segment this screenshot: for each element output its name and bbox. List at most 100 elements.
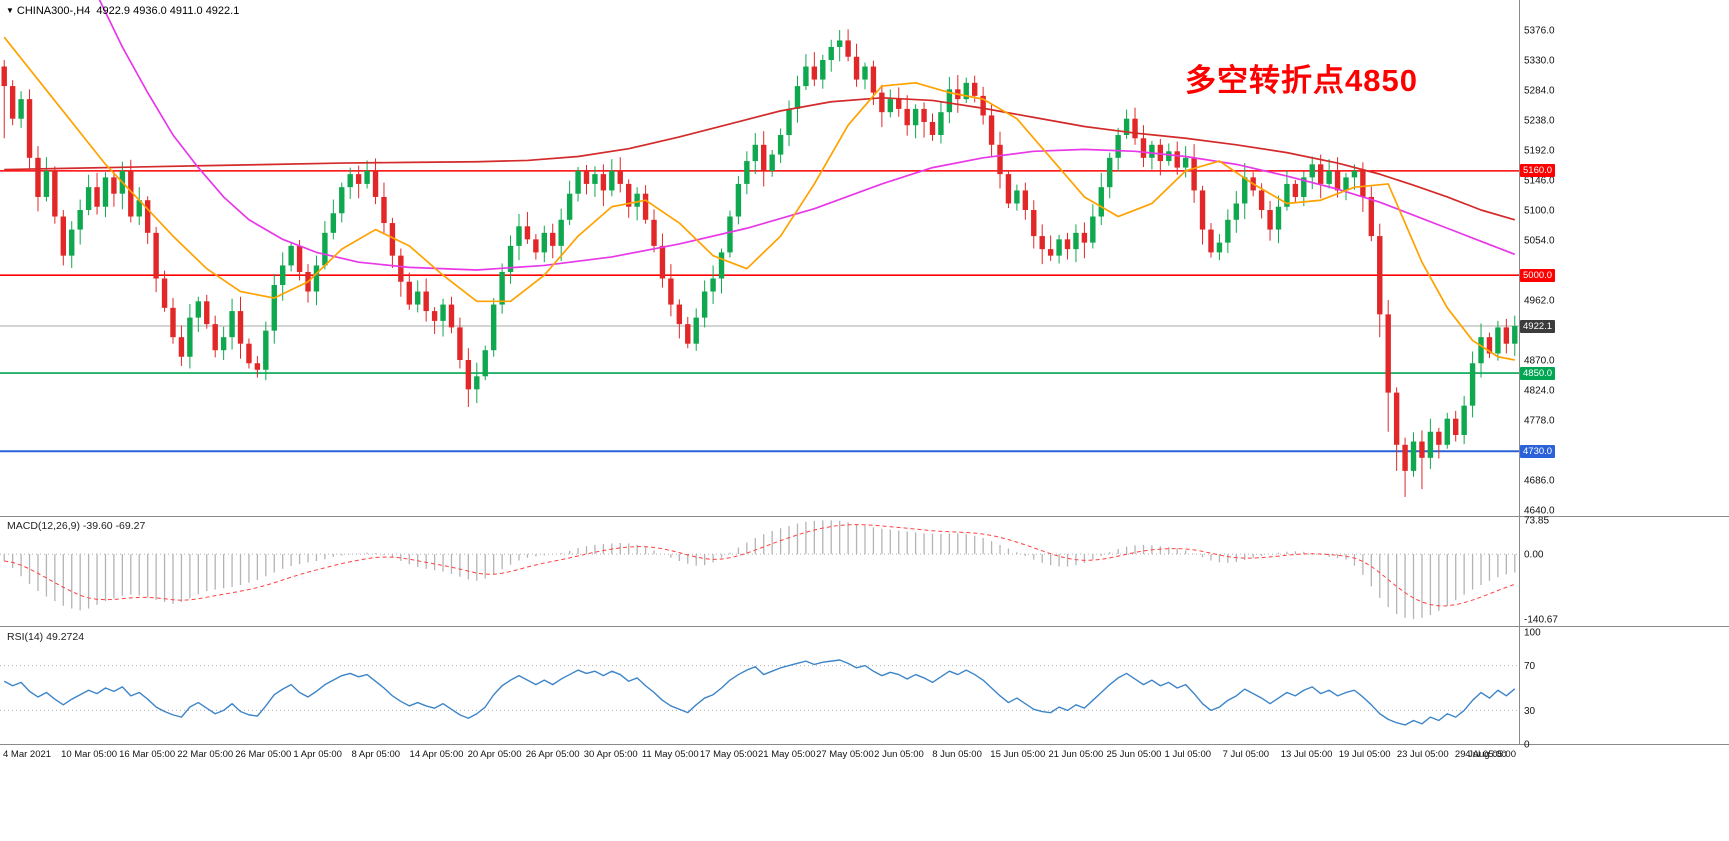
time-label: 1 Jul 05:00	[1165, 749, 1211, 760]
candle-body	[204, 301, 210, 325]
rsi-line	[3, 659, 1516, 726]
candle-body	[1267, 210, 1273, 230]
price-tick-label: 4778.0	[1524, 416, 1555, 427]
candle-body	[693, 317, 699, 344]
candle-body	[946, 89, 953, 113]
time-label: 20 Apr 05:00	[468, 749, 522, 760]
candle-body	[541, 232, 548, 253]
candle-body	[1157, 144, 1164, 162]
candle-body	[161, 278, 168, 308]
symbol-name: CHINA300-,H4	[16, 5, 91, 17]
candle-body	[43, 170, 50, 197]
candle-body	[1208, 229, 1214, 253]
candle-body	[1107, 157, 1113, 188]
candle-body	[26, 99, 33, 158]
candle-body	[381, 196, 387, 224]
macd-title: MACD(12,26,9)	[7, 520, 80, 532]
candle-body	[1242, 177, 1248, 204]
price-badge: 4922.1	[1520, 319, 1556, 333]
symbol-dropdown-icon: ▼	[6, 6, 14, 15]
candle-body	[718, 252, 725, 279]
candle-body	[625, 183, 632, 207]
candle-body	[1317, 164, 1324, 184]
time-label: 22 Mar 05:00	[177, 749, 233, 760]
candle-body	[980, 95, 986, 116]
candle-body	[136, 200, 142, 217]
candle-body	[1427, 431, 1434, 458]
candle-body	[271, 285, 277, 331]
price-tick-label: 5238.0	[1524, 116, 1555, 127]
candle-body	[195, 301, 202, 318]
candle-body	[896, 99, 902, 109]
macd-scale-label: 0.00	[1524, 550, 1544, 561]
candle-body	[879, 92, 885, 113]
candle-body	[1402, 444, 1408, 471]
symbol-info: ▼ CHINA300-,H4 4922.9 4936.0 4911.0 4922.…	[6, 5, 239, 17]
candle-body	[845, 40, 851, 57]
candle-body	[1301, 177, 1307, 197]
price-badge: 5160.0	[1520, 164, 1556, 178]
candle-body	[1512, 326, 1518, 344]
candle-body	[457, 327, 463, 360]
candle-body	[862, 66, 868, 80]
candle-body	[1225, 219, 1231, 243]
candle-body	[1005, 174, 1012, 204]
candle-body	[583, 170, 590, 184]
time-label: 7 Jul 05:00	[1223, 749, 1269, 760]
candle-body	[237, 311, 244, 344]
candle-body	[524, 226, 531, 240]
candle-body	[246, 343, 252, 364]
candle-body	[280, 265, 286, 285]
candle-body	[1419, 441, 1425, 458]
time-label: 1 Apr 05:00	[293, 749, 342, 760]
candle-body	[516, 226, 522, 246]
candle-body	[144, 200, 151, 233]
candle-body	[1064, 239, 1071, 250]
candle-body	[102, 177, 109, 207]
candle-body	[550, 232, 556, 246]
price-tick-label: 4870.0	[1524, 356, 1555, 367]
candle-body	[904, 108, 910, 126]
candle-body	[820, 60, 826, 80]
candle-body	[600, 174, 607, 191]
candle-body	[1453, 418, 1459, 435]
candle-body	[322, 232, 328, 266]
candle-body	[533, 239, 539, 253]
rsi-scale-label: 100	[1524, 628, 1541, 639]
candle-body	[431, 311, 438, 321]
candle-body	[786, 108, 792, 135]
candle-body	[52, 170, 58, 217]
price-tick-label: 4962.0	[1524, 296, 1555, 307]
candle-body	[1461, 405, 1467, 435]
time-label: 8 Jun 05:00	[932, 749, 982, 760]
candle-body	[668, 278, 674, 305]
candle-body	[828, 46, 834, 60]
candle-body	[1047, 249, 1054, 256]
candle-body	[1368, 196, 1375, 237]
candle-body	[1090, 216, 1096, 243]
candle-body	[187, 317, 193, 357]
time-label: 30 Apr 05:00	[584, 749, 638, 760]
time-axis[interactable]	[0, 745, 1519, 763]
candle-body	[1258, 190, 1265, 210]
time-label: 21 Jun 05:00	[1048, 749, 1103, 760]
candle-body	[735, 183, 742, 217]
time-label: 25 Jun 05:00	[1106, 749, 1161, 760]
time-label: 23 Jul 05:00	[1397, 749, 1449, 760]
rsi-value: 49.2724	[46, 631, 85, 643]
candle-body	[1385, 314, 1391, 393]
candle-body	[938, 112, 944, 135]
candle-body	[263, 330, 269, 370]
candle-body	[229, 311, 235, 338]
time-label: 11 May 05:00	[642, 749, 699, 760]
candle-body	[1132, 118, 1138, 139]
candle-body	[609, 170, 615, 191]
time-label: 17 May 05:00	[700, 749, 758, 760]
candle-body	[988, 115, 995, 145]
time-label: 26 Mar 05:00	[235, 749, 291, 760]
macd-signal-line	[4, 524, 1515, 607]
candle-body	[85, 187, 92, 210]
candle-body	[870, 66, 877, 93]
